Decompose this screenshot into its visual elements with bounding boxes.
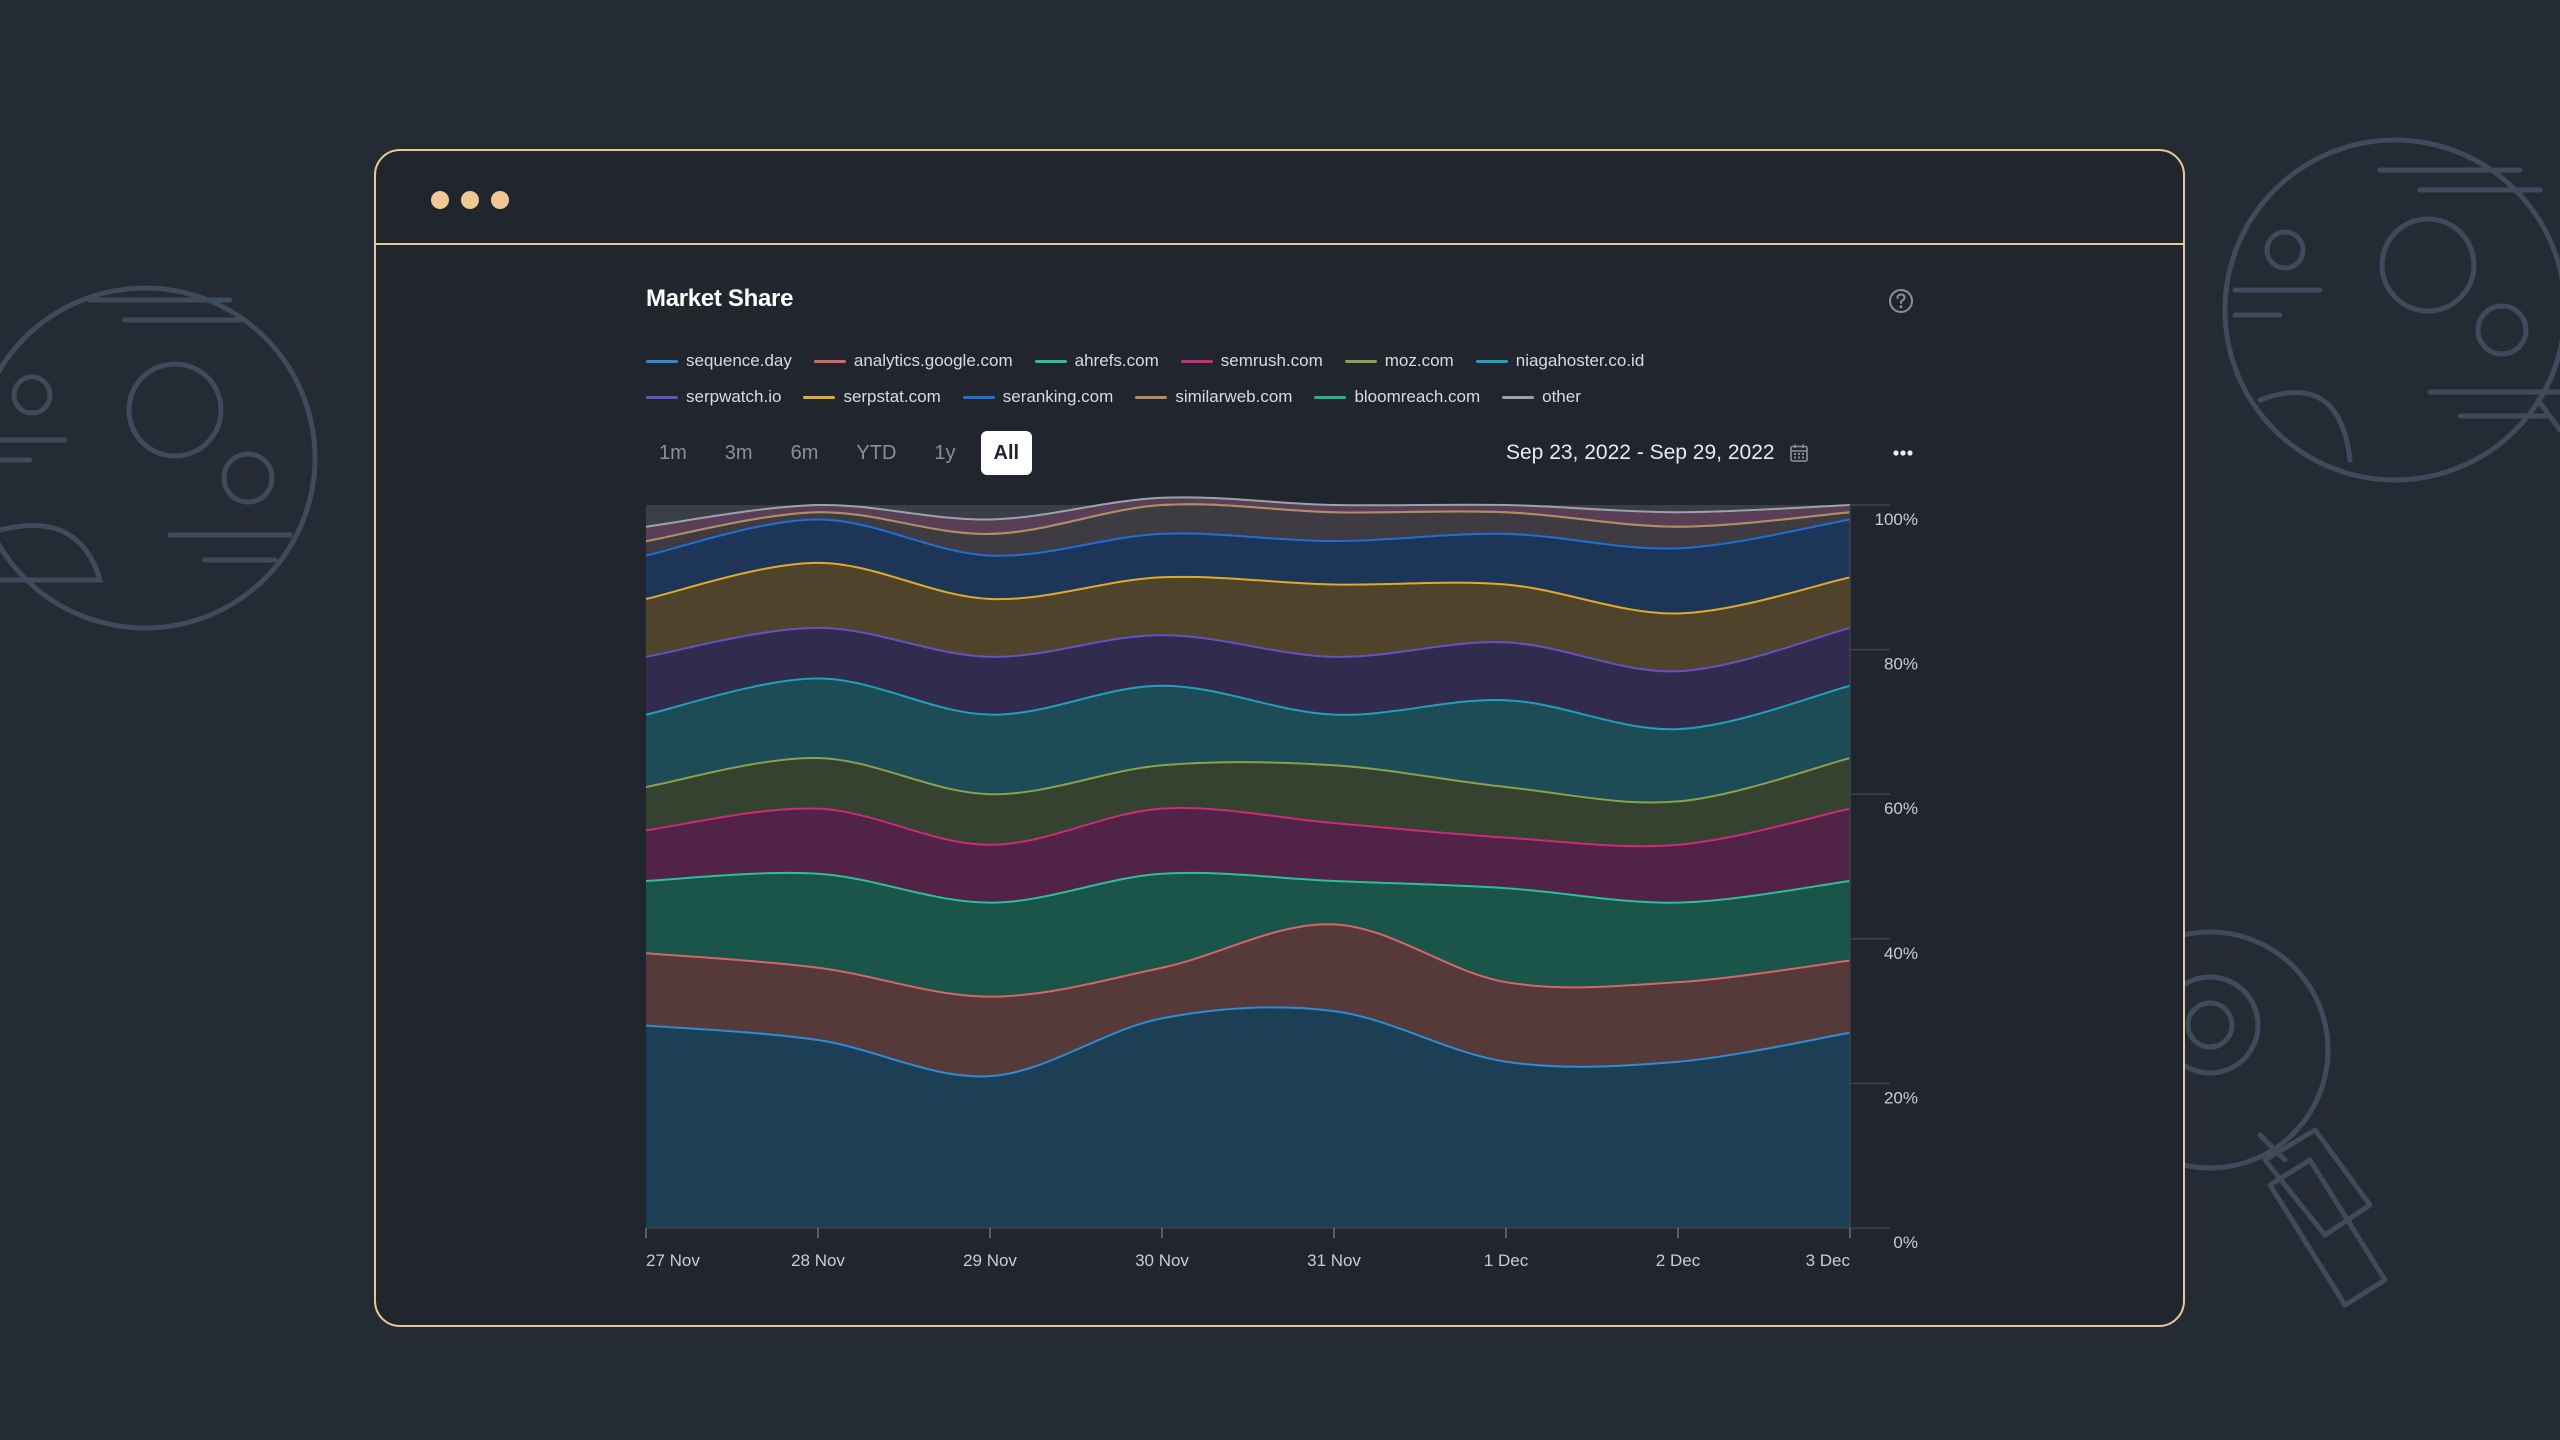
line-analytics-google-com (645, 923, 1851, 998)
legend-label: similarweb.com (1175, 387, 1293, 406)
legend-swatch (962, 395, 995, 399)
line-serpstat-com (645, 561, 1851, 615)
legend-swatch (646, 395, 678, 399)
legend-item[interactable]: niagahoster.co.id (1475, 351, 1645, 371)
x-tick-label: 2 Dec (1656, 1251, 1701, 1270)
legend-item[interactable]: semrush.com (1180, 351, 1323, 371)
legend-label: seranking.com (1002, 387, 1114, 406)
line-serpwatch-io (645, 626, 1851, 673)
legend-swatch (1180, 359, 1213, 363)
legend-label: moz.com (1384, 351, 1454, 370)
question-circle-icon[interactable] (1888, 288, 1914, 314)
more-horizontal-icon[interactable] (1892, 449, 1914, 457)
market-share-chart: 0% 20% 40% 60% 80% 100% 27 Nov 28 Nov 29 Nov 30 N… (645, 496, 1918, 1270)
window-control-dot[interactable] (461, 191, 479, 209)
x-tick-label: 31 Nov (1307, 1251, 1361, 1270)
x-tick-label: 1 Dec (1484, 1251, 1529, 1270)
window-control-dot[interactable] (491, 191, 509, 209)
legend-item[interactable]: serpwatch.io (646, 387, 781, 407)
line-similarweb-com (645, 503, 1851, 543)
line-sequence-day (645, 1006, 1851, 1078)
legend-swatch (1344, 359, 1377, 363)
window-control-dot[interactable] (431, 191, 449, 209)
y-tick-label: 80% (1884, 655, 1918, 674)
legend-item[interactable]: similarweb.com (1135, 387, 1292, 407)
legend-label: bloomreach.com (1354, 387, 1481, 406)
line-other (645, 496, 1851, 528)
legend-item[interactable]: analytics.google.com (813, 351, 1013, 371)
legend-item[interactable]: bloomreach.com (1314, 387, 1480, 407)
legend-swatch (803, 395, 836, 399)
legend-swatch (1502, 395, 1535, 399)
legend-swatch (1135, 395, 1168, 399)
y-tick-label: 0% (1893, 1233, 1918, 1252)
line-ahrefs-com (645, 871, 1851, 904)
x-tick-label: 27 Nov (646, 1251, 700, 1270)
legend-label: semrush.com (1220, 351, 1323, 370)
range-button-1y[interactable]: 1y (934, 442, 956, 464)
line-moz-com (645, 757, 1851, 804)
legend-row: sequence.day analytics.google.com ahrefs.c… (646, 343, 1936, 379)
legend-label: serpstat.com (843, 387, 941, 406)
x-tick-label: 29 Nov (963, 1251, 1017, 1270)
legend-label: serpwatch.io (686, 387, 782, 406)
legend-item[interactable]: serpstat.com (803, 387, 941, 407)
legend-row: serpwatch.io serpstat.com seranking.com sim… (646, 379, 1936, 415)
area-sequence-day (646, 1007, 1850, 1228)
line-niagahoster-co-id (645, 677, 1851, 731)
range-button-1m[interactable]: 1m (659, 442, 687, 464)
time-range-selector: 1m 3m 6m YTD 1y All (646, 431, 1044, 475)
range-button-all[interactable]: All (980, 431, 1033, 475)
legend-swatch (1475, 359, 1508, 363)
date-range-picker[interactable]: Sep 23, 2022 - Sep 29, 2022 (1506, 431, 1809, 475)
range-button-ytd[interactable]: YTD (856, 442, 897, 464)
y-tick-label: 20% (1884, 1088, 1918, 1107)
range-button-6m[interactable]: 6m (790, 442, 819, 464)
line-seranking-com (645, 518, 1851, 557)
date-range-label: Sep 23, 2022 - Sep 29, 2022 (1506, 441, 1775, 464)
calendar-icon[interactable] (1789, 443, 1809, 463)
legend-label: analytics.google.com (853, 351, 1013, 370)
legend-item[interactable]: ahrefs.com (1034, 351, 1159, 371)
x-tick-label: 30 Nov (1135, 1251, 1189, 1270)
legend-item[interactable]: sequence.day (646, 351, 792, 371)
legend-swatch (1314, 395, 1347, 399)
panel-title: Market Share (646, 285, 794, 312)
window-titlebar (376, 151, 2183, 245)
y-tick-label: 40% (1884, 944, 1918, 963)
chart-legend: sequence.day analytics.google.com ahrefs.c… (646, 343, 1936, 415)
magnifier-illustration (2185, 929, 2388, 1308)
legend-swatch (813, 359, 846, 363)
legend-item[interactable]: moz.com (1344, 351, 1454, 371)
planet-illustration-right (2222, 137, 2560, 483)
planet-illustration-left (0, 285, 318, 631)
y-tick-label: 100% (1875, 510, 1918, 529)
legend-item[interactable]: other (1502, 387, 1581, 407)
legend-label: sequence.day (686, 351, 792, 370)
legend-swatch (1034, 359, 1067, 363)
app-window: Market Share sequence.day analytics.googl… (374, 149, 2185, 1327)
legend-label: niagahoster.co.id (1515, 351, 1645, 370)
legend-label: ahrefs.com (1074, 351, 1159, 370)
legend-item[interactable]: seranking.com (962, 387, 1114, 407)
x-tick-label: 28 Nov (791, 1251, 845, 1270)
y-tick-label: 60% (1884, 799, 1918, 818)
legend-swatch (646, 359, 678, 363)
range-button-3m[interactable]: 3m (724, 442, 753, 464)
x-tick-label: 3 Dec (1806, 1251, 1851, 1270)
line-semrush-com (645, 807, 1851, 848)
legend-label: other (1542, 387, 1581, 406)
